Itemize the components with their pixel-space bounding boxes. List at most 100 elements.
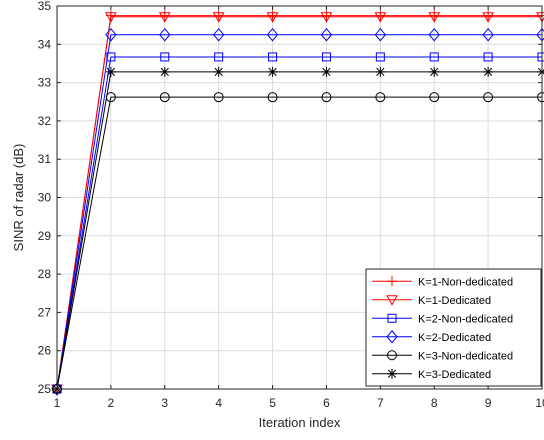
marker-shape (482, 12, 494, 23)
marker-shape (428, 27, 440, 42)
data-point-circle (387, 350, 397, 361)
legend-label: K=3-Non-dedicated (418, 350, 513, 362)
data-point-square (321, 52, 331, 62)
data-point-diamond (320, 27, 333, 42)
data-point-asterisk (105, 66, 116, 77)
series-line (56, 16, 542, 390)
marker-stroke (160, 67, 169, 76)
data-point-circle (213, 92, 224, 103)
y-axis-title: SINR of radar (dB) (11, 144, 26, 252)
marker-shape (482, 27, 494, 42)
data-point-circle (483, 92, 494, 103)
legend: K=1-Non-dedicated K=1-Dedicated K=2-Non-de… (365, 268, 542, 387)
series-line (56, 56, 542, 390)
y-tick-label: 35 (38, 0, 52, 13)
x-tick-label: 6 (323, 396, 330, 410)
marker-stroke (214, 67, 223, 76)
marker-shape (374, 27, 386, 42)
data-point-diamond (105, 27, 117, 42)
marker-shape (375, 52, 385, 62)
marker-shape (321, 52, 331, 62)
y-tick-label: 25 (38, 382, 52, 396)
data-point-circle (159, 92, 170, 103)
marker-shape (268, 52, 278, 62)
marker-shape (159, 27, 171, 42)
marker-shape (213, 27, 225, 42)
x-tick-label: 8 (431, 396, 438, 410)
y-tick-label: 32 (38, 114, 52, 128)
marker-shape (266, 27, 279, 42)
y-tick-label: 34 (38, 37, 52, 51)
data-point-square (387, 313, 397, 323)
data-point-triangle-down (374, 12, 387, 23)
data-point-asterisk (321, 66, 332, 77)
legend-label: K=1-Non-dedicated (418, 276, 513, 288)
legend-label: K=2-Dedicated (418, 332, 491, 344)
series-layer (51, 10, 544, 396)
marker-shape (106, 52, 116, 62)
series-line (56, 34, 542, 390)
marker-shape (212, 12, 225, 23)
data-point-asterisk (429, 66, 440, 77)
data-point-square (375, 52, 385, 62)
data-point-circle (375, 92, 386, 103)
data-point-diamond (266, 27, 279, 42)
data-point-asterisk (483, 66, 494, 77)
legend-entry: K=1-Dedicated (372, 295, 491, 307)
marker-stroke (106, 67, 115, 76)
data-point-diamond (428, 27, 440, 42)
data-point-plus (387, 276, 397, 287)
marker-stroke (322, 67, 331, 76)
marker-shape (428, 12, 441, 23)
marker-shape (320, 27, 333, 42)
data-point-square (483, 52, 493, 62)
data-point-triangle-down (482, 12, 494, 23)
legend-entry: K=2-Dedicated (372, 329, 491, 344)
marker-shape (51, 382, 63, 396)
marker-shape (158, 12, 171, 23)
y-tick-label: 33 (38, 76, 52, 90)
data-point-asterisk (375, 66, 386, 77)
data-point-triangle-down (105, 12, 117, 23)
data-point-square (429, 52, 439, 62)
marker-shape (386, 329, 398, 344)
y-tick-label: 28 (38, 267, 52, 281)
marker-stroke (484, 67, 493, 76)
data-point-circle (429, 92, 440, 103)
legend-entry: K=3-Dedicated (372, 368, 491, 381)
x-tick-label: 1 (54, 396, 61, 410)
data-point-diamond (159, 27, 171, 42)
marker-shape (214, 52, 224, 62)
data-point-diamond (386, 329, 398, 344)
axis-ticks: 123456789102526272829303132333435 (38, 0, 544, 410)
legend-entry: K=2-Non-dedicated (372, 313, 513, 325)
marker-shape (213, 92, 224, 103)
data-point-triangle-down (266, 12, 279, 23)
data-point-square (106, 52, 116, 62)
marker-shape (429, 92, 440, 103)
series-line (56, 15, 542, 390)
series-k=3-non-dedicated (52, 92, 544, 394)
x-tick-label: 5 (269, 396, 276, 410)
x-tick-label: 7 (377, 396, 384, 410)
marker-shape (105, 12, 117, 23)
data-point-asterisk (159, 66, 170, 77)
marker-shape (374, 12, 387, 23)
data-point-square (214, 52, 224, 62)
x-tick-label: 4 (215, 396, 222, 410)
marker-shape (159, 92, 170, 103)
marker-shape (483, 92, 494, 103)
marker-shape (483, 52, 493, 62)
marker-shape (321, 92, 332, 103)
marker-shape (267, 92, 278, 103)
data-point-asterisk (213, 66, 224, 77)
marker-shape (266, 12, 279, 23)
y-tick-label: 30 (38, 191, 52, 205)
data-point-diamond (51, 382, 63, 396)
marker-shape (386, 295, 398, 306)
legend-entry: K=3-Non-dedicated (372, 350, 513, 362)
marker-stroke (430, 67, 439, 76)
x-tick-label: 3 (161, 396, 168, 410)
marker-shape (160, 52, 170, 62)
data-point-triangle-down (158, 12, 171, 23)
